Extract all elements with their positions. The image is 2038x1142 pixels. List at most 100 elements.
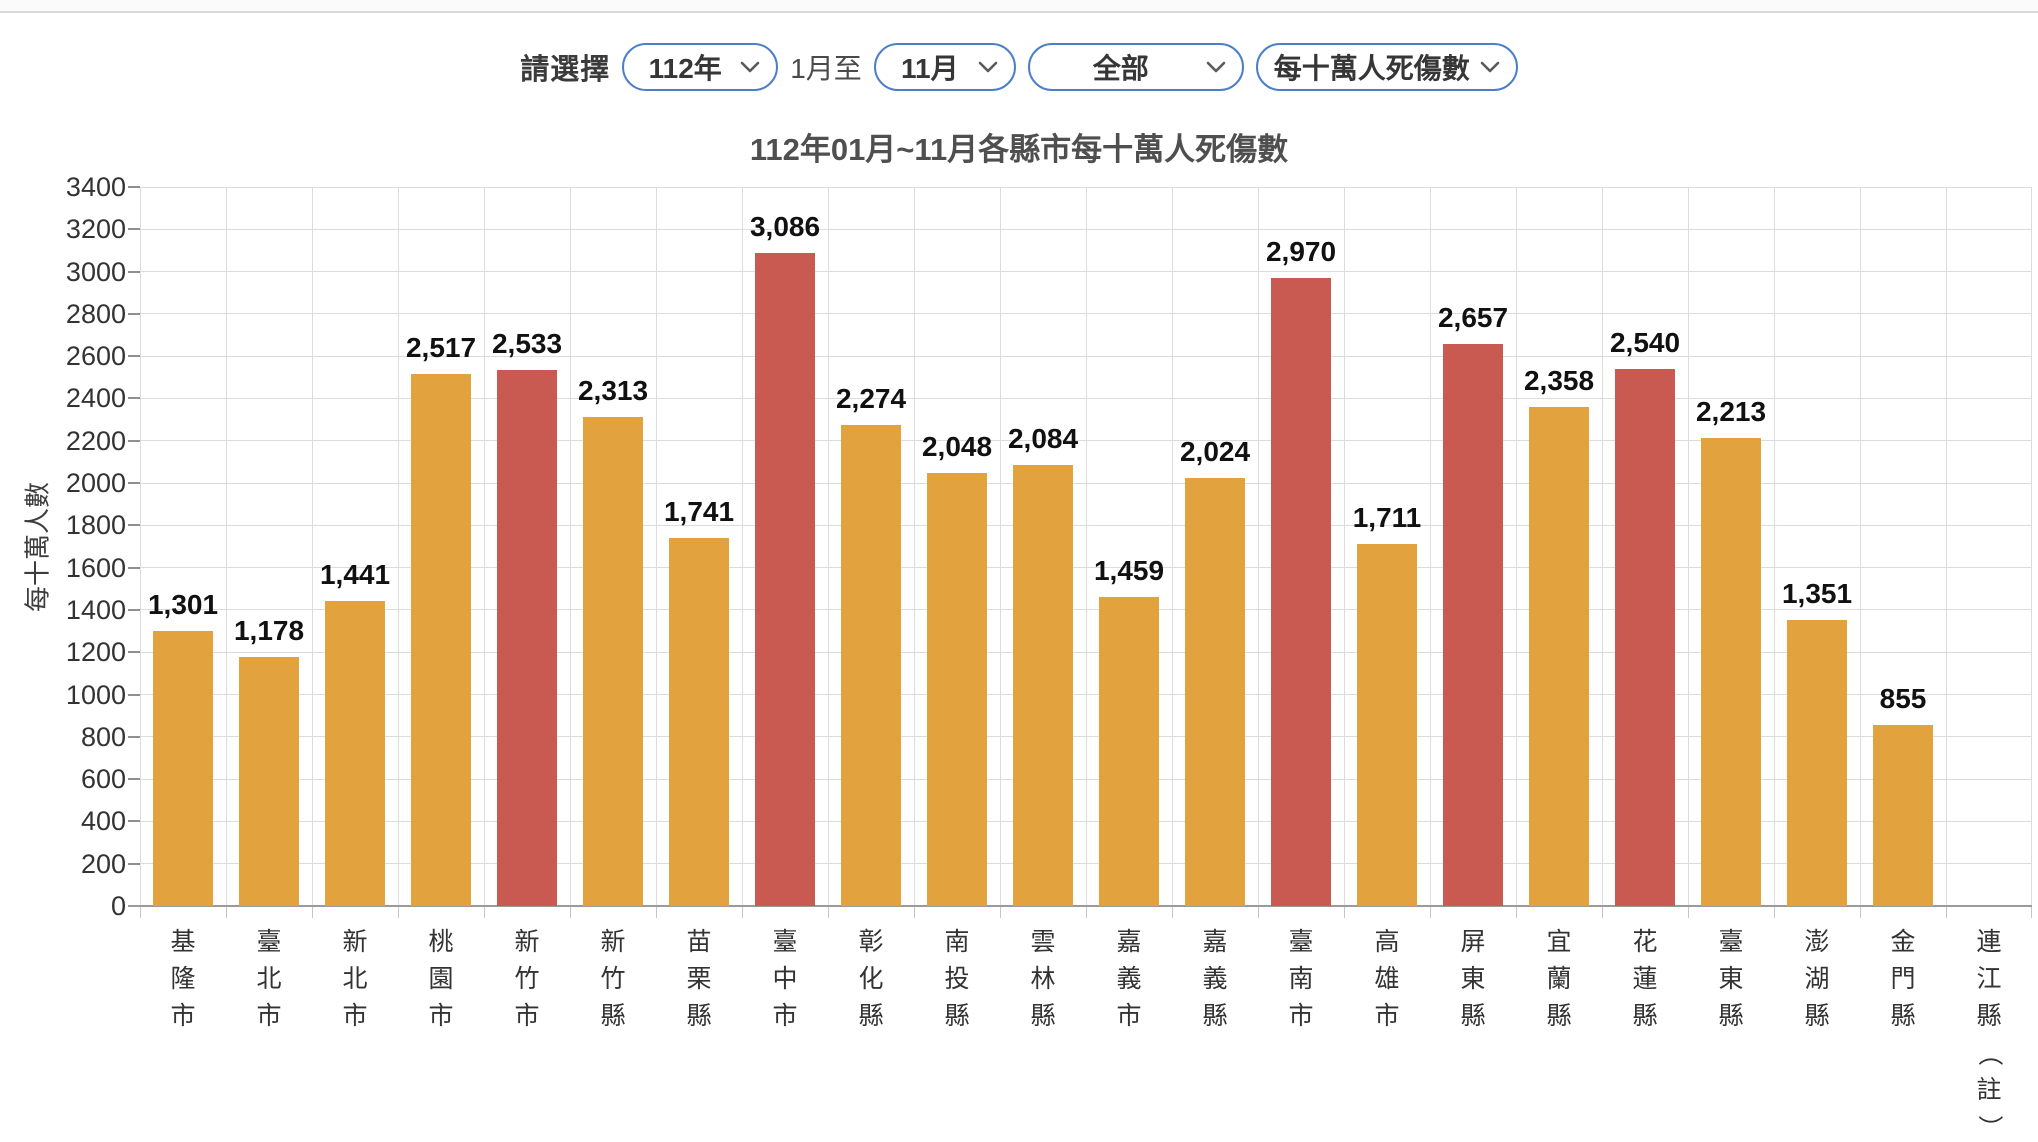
v-gridline [1258, 187, 1259, 906]
bar-雲林縣[interactable] [1013, 465, 1073, 906]
region-select[interactable]: 全部 [1027, 43, 1244, 91]
x-tick-mark [398, 906, 399, 918]
v-gridline [828, 187, 829, 906]
bar-新竹市[interactable] [497, 370, 557, 906]
bar-苗栗縣[interactable] [669, 537, 729, 906]
top-divider [0, 0, 2038, 13]
bar-value-label: 855 [1879, 683, 1927, 715]
y-tick-mark [128, 862, 140, 865]
bar-屏東縣[interactable] [1443, 344, 1503, 906]
v-gridline [2031, 187, 2032, 906]
x-tick-mark [1086, 906, 1087, 918]
bar-金門縣[interactable] [1873, 725, 1933, 906]
y-tick-mark [128, 820, 140, 823]
y-tick-label: 800 [80, 721, 126, 752]
bar-澎湖縣[interactable] [1787, 620, 1847, 906]
bar-嘉義縣[interactable] [1185, 477, 1245, 906]
x-tick-mark [656, 906, 657, 918]
v-gridline [914, 187, 915, 906]
bar-南投縣[interactable] [927, 472, 987, 906]
bar-彰化縣[interactable] [841, 425, 901, 906]
y-tick-label: 2600 [65, 341, 126, 372]
x-tick-mark [1602, 906, 1603, 918]
bar-嘉義市[interactable] [1099, 597, 1159, 906]
x-axis-label: 新竹縣 [600, 928, 626, 1030]
x-axis-label: 花蓮縣 [1632, 928, 1658, 1030]
bar-臺北市[interactable] [239, 656, 299, 906]
bar-宜蘭縣[interactable] [1529, 407, 1589, 906]
bar-value-label: 2,970 [1265, 235, 1337, 267]
chevron-down-icon [978, 61, 998, 73]
x-axis-label: 連江縣（註） [1975, 928, 2004, 1141]
y-tick-label: 2000 [65, 468, 126, 499]
bar-value-label: 1,351 [1781, 578, 1853, 610]
bar-臺東縣[interactable] [1701, 438, 1761, 906]
v-gridline [1860, 187, 1861, 906]
x-axis-label: 桃園市 [428, 928, 454, 1030]
y-tick-label: 200 [80, 848, 126, 879]
chart-title: 112年01月~11月各縣市每十萬人死傷數 [749, 132, 1289, 167]
x-axis-label: 嘉義市 [1116, 928, 1142, 1030]
bar-桃園市[interactable] [411, 373, 471, 906]
bar-value-label: 1,711 [1352, 502, 1422, 534]
month-select[interactable]: 11月 [873, 43, 1016, 91]
chevron-down-icon [740, 61, 760, 73]
v-gridline [1000, 187, 1001, 906]
bar-value-label: 1,741 [663, 495, 735, 527]
bar-value-label: 2,048 [921, 430, 993, 462]
bar-臺中市[interactable] [755, 253, 815, 906]
month-range-text: 1月至 [790, 53, 862, 84]
y-tick-label: 600 [80, 764, 126, 795]
bar-新竹縣[interactable] [583, 416, 643, 906]
x-tick-mark [1688, 906, 1689, 918]
year-select[interactable]: 112年 [622, 43, 779, 91]
x-axis-label: 澎湖縣 [1804, 928, 1830, 1030]
bar-臺南市[interactable] [1271, 277, 1331, 906]
y-tick-mark [128, 186, 140, 188]
y-tick-label: 1400 [65, 594, 126, 625]
y-tick-label: 2400 [65, 383, 126, 414]
bar-value-label: 2,274 [835, 383, 907, 415]
bar-新北市[interactable] [325, 601, 385, 906]
y-tick-mark [128, 439, 140, 442]
bar-value-label: 2,213 [1695, 396, 1767, 427]
y-tick-mark [128, 312, 140, 315]
bar-value-label: 2,313 [577, 374, 649, 406]
v-gridline [742, 187, 743, 906]
v-gridline [398, 187, 399, 906]
y-tick-label: 3200 [65, 214, 126, 245]
x-tick-mark [1516, 906, 1517, 918]
y-tick-label: 0 [110, 891, 126, 921]
bar-value-label: 2,657 [1437, 302, 1509, 334]
x-tick-mark [1774, 906, 1775, 918]
month-select-value: 11月 [900, 53, 959, 84]
y-tick-mark [128, 397, 140, 400]
x-tick-mark [1860, 906, 1861, 918]
x-tick-mark [570, 906, 571, 918]
bar-花蓮縣[interactable] [1615, 368, 1675, 906]
v-gridline [1430, 187, 1431, 906]
v-gridline [656, 187, 657, 906]
y-tick-label: 1800 [65, 510, 126, 541]
bar-基隆市[interactable] [153, 630, 213, 906]
v-gridline [1086, 187, 1087, 906]
bar-value-label: 2,024 [1179, 435, 1251, 467]
v-gridline [312, 187, 313, 906]
y-tick-label: 2800 [65, 298, 126, 329]
x-tick-mark [742, 906, 743, 918]
y-tick-mark [128, 651, 140, 654]
v-gridline [570, 187, 571, 906]
x-axis-label: 臺東縣 [1718, 928, 1744, 1030]
x-axis-label: 雲林縣 [1030, 928, 1056, 1030]
y-tick-mark [128, 608, 140, 611]
y-tick-mark [128, 524, 140, 527]
bar-value-label: 1,459 [1093, 555, 1165, 587]
metric-select[interactable]: 每十萬人死傷數 [1255, 43, 1518, 91]
bar-value-label: 2,533 [491, 328, 563, 360]
bar-高雄市[interactable] [1357, 544, 1417, 906]
chevron-down-icon [1480, 61, 1500, 73]
x-tick-mark [226, 906, 227, 918]
x-axis-label: 高雄市 [1374, 928, 1400, 1030]
x-tick-mark [1946, 906, 1947, 918]
v-gridline [1172, 187, 1173, 906]
